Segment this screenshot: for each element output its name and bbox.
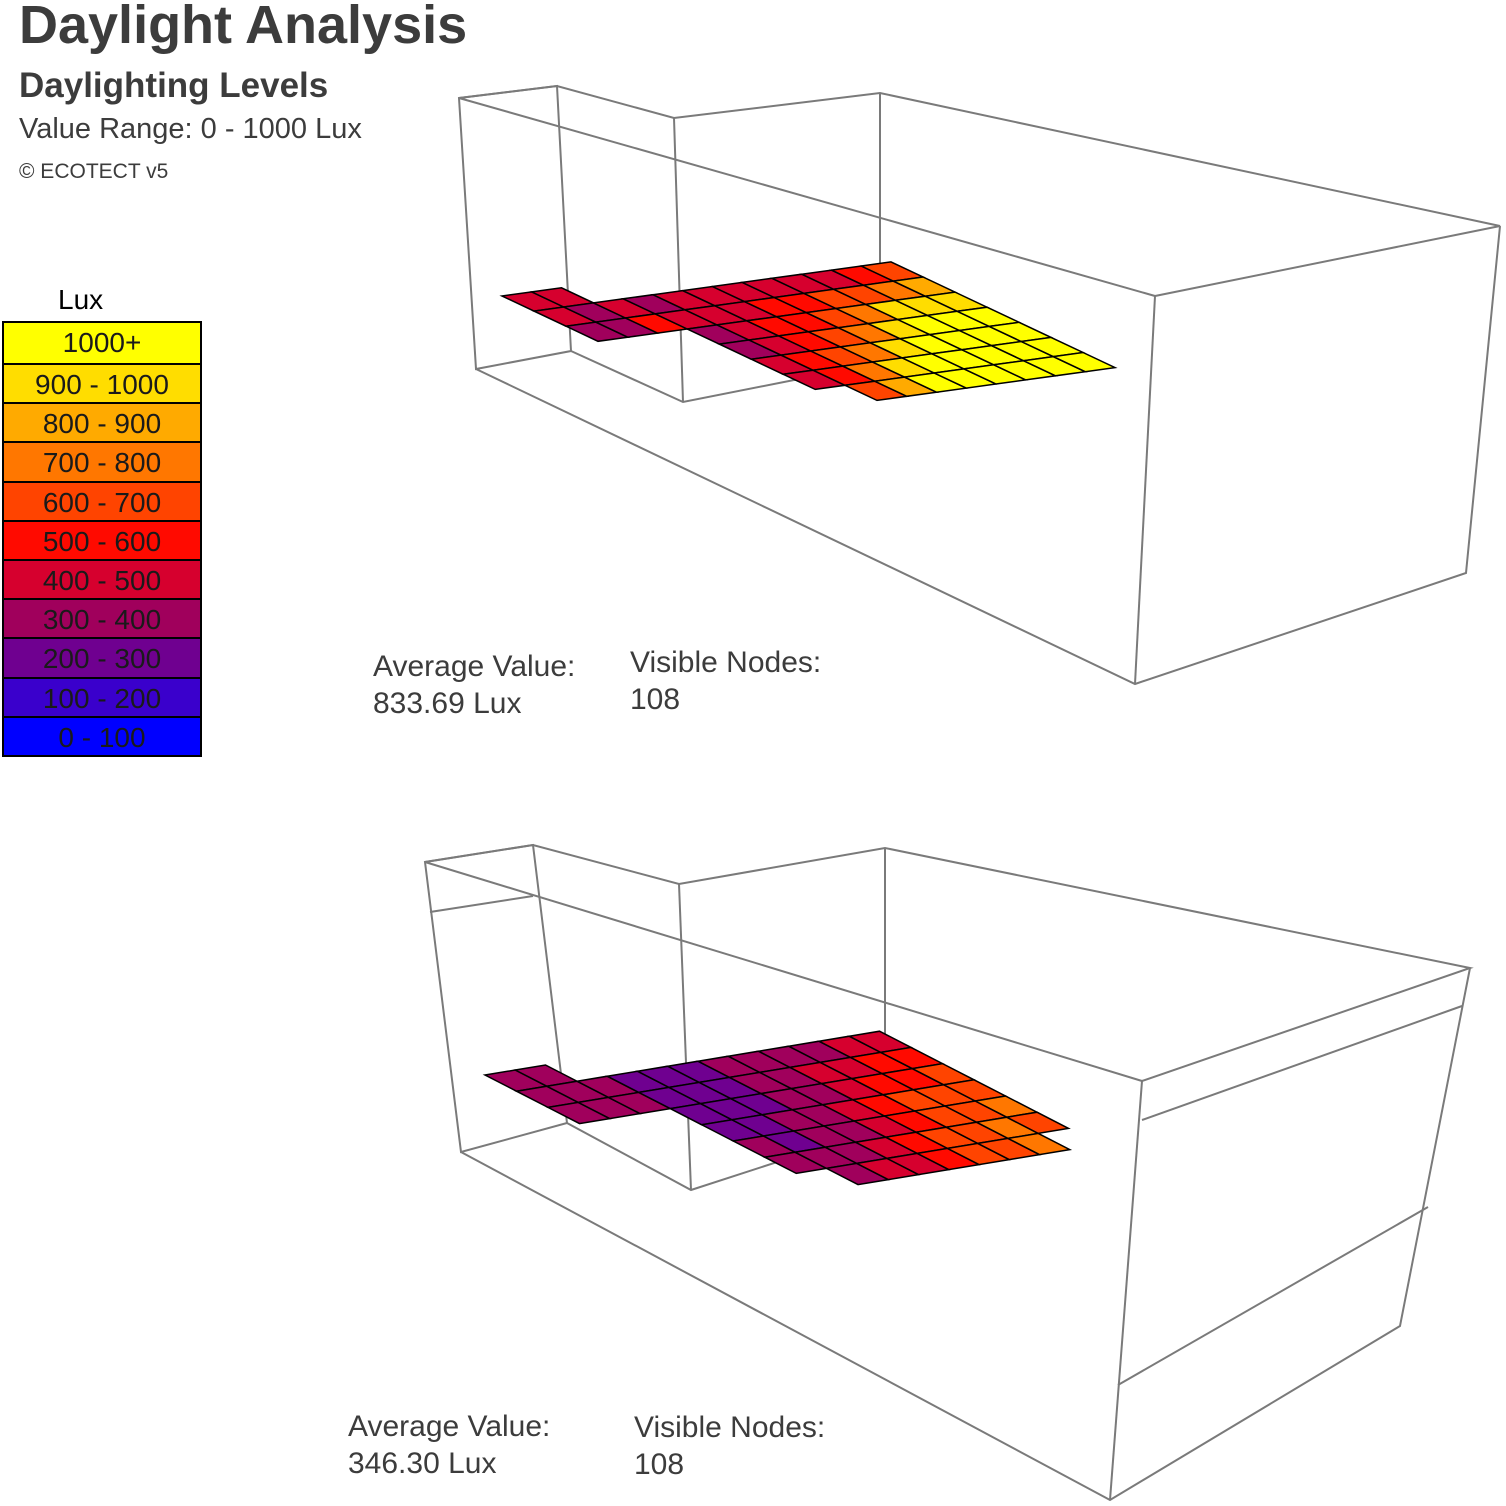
value-range-label: Value Range: 0 - 1000 Lux [19,113,362,145]
grid-cell [1005,1132,1073,1156]
legend-band: 100 - 200 [4,676,200,716]
average-value-label-bottom: Average Value: 346.30 Lux [348,1408,550,1482]
copyright-label: © ECOTECT v5 [19,160,169,183]
visible-nodes-label-top: Visible Nodes: 108 [630,644,821,718]
nodes-label: Visible Nodes: [634,1411,826,1444]
legend-band: 900 - 1000 [4,363,200,403]
visible-nodes-label-bottom: Visible Nodes: 108 [634,1409,825,1483]
nodes-value: 108 [630,683,681,716]
legend-band: 0 - 100 [4,715,200,755]
legend-band: 500 - 600 [4,519,200,559]
nodes-label: Visible Nodes: [630,646,822,679]
legend-band: 600 - 700 [4,480,200,520]
grid-cell [1004,1111,1071,1135]
legend-band: 300 - 400 [4,598,200,638]
average-value-label-top: Average Value: 833.69 Lux [373,648,575,722]
legend-band: 200 - 300 [4,637,200,677]
page-title: Daylight Analysis [19,0,468,55]
legend-band: 1000+ [4,323,200,363]
legend-band: 800 - 900 [4,402,200,442]
legend-title: Lux [58,284,104,315]
legend-band: 700 - 800 [4,441,200,481]
color-legend: 1000+ 900 - 1000 800 - 900 700 - 800 600… [2,321,202,757]
legend-band: 400 - 500 [4,558,200,599]
average-label: Average Value: [348,1410,551,1443]
average-label: Average Value: [373,650,576,683]
grid-cell [1050,351,1118,373]
room-wireframe-bottom [423,843,1474,1502]
illuminance-grid-bottom [482,1030,1073,1186]
average-value: 346.30 Lux [348,1447,497,1480]
room-wireframe-top [457,84,1501,686]
illuminance-grid-top [499,261,1118,402]
nodes-value: 108 [634,1448,685,1481]
page-subtitle: Daylighting Levels [19,66,329,105]
average-value: 833.69 Lux [373,687,522,720]
